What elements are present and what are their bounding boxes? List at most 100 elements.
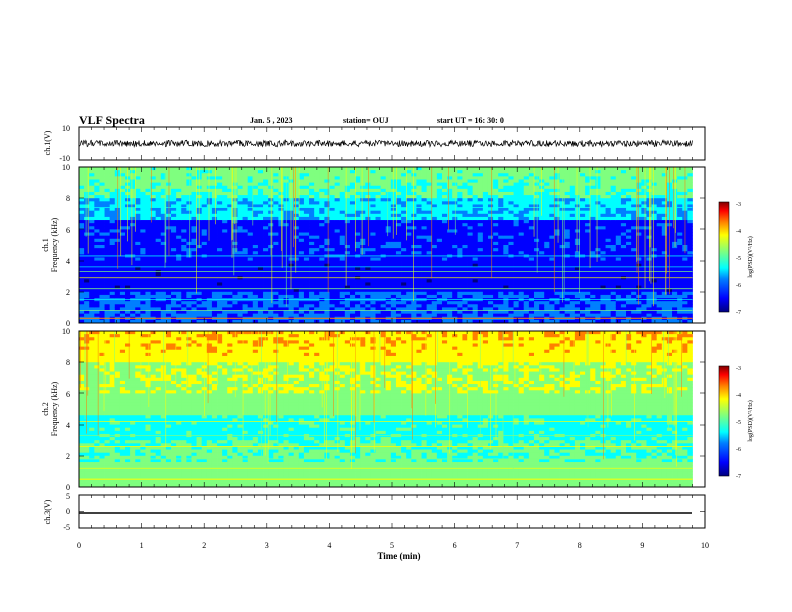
spectrogram-cell xyxy=(426,220,433,224)
spectrogram-cell xyxy=(472,260,479,265)
spectrogram-cell xyxy=(360,188,366,193)
spectrogram-cell xyxy=(431,291,438,296)
spectrogram-cell xyxy=(554,201,560,205)
spectrogram-cell xyxy=(462,241,468,246)
spectrogram-cell xyxy=(457,191,463,196)
spectrogram-cell xyxy=(467,216,474,221)
spectrogram-cell xyxy=(574,182,581,187)
spectrogram-cell xyxy=(227,238,233,243)
spectrogram-cell xyxy=(508,195,514,199)
spectrogram-cell xyxy=(498,216,504,221)
spectrogram-cell xyxy=(125,310,131,315)
spectrogram-cell xyxy=(334,248,341,252)
spectrogram-cell xyxy=(329,216,336,221)
spectrogram-cell xyxy=(324,201,330,205)
spectrogram-cell xyxy=(462,238,468,243)
spectrogram-cell xyxy=(360,294,366,299)
spectrogram-cell xyxy=(298,173,305,177)
spectrogram-cell xyxy=(324,257,330,261)
spectrogram-cell xyxy=(472,285,479,290)
spectrogram-cell xyxy=(355,248,361,252)
spectrogram-cell xyxy=(89,319,95,324)
spectrogram-cell xyxy=(217,223,223,227)
spectrogram-cell xyxy=(232,245,238,249)
spectrogram-cell xyxy=(191,229,197,233)
spectrogram-cell xyxy=(109,238,116,243)
spectrogram-cell xyxy=(406,251,412,255)
spectrogram-cell xyxy=(99,310,105,315)
spectrogram-cell xyxy=(119,232,126,237)
spectrogram-cell xyxy=(222,294,228,299)
spectrogram-cell xyxy=(554,291,560,296)
spectrogram-cell xyxy=(135,176,141,180)
spectrogram-cell xyxy=(329,273,336,277)
spectrogram-cell xyxy=(79,301,85,305)
spectrogram-cell xyxy=(344,304,351,308)
spectrogram-cell xyxy=(140,251,146,255)
spectrogram-cell xyxy=(477,210,484,215)
spectrogram-cell xyxy=(472,251,479,255)
spectrogram-cell xyxy=(380,288,387,293)
spectrogram-cell xyxy=(457,245,463,249)
spectrogram-cell xyxy=(411,191,417,196)
spectrogram-cell xyxy=(370,188,376,193)
spectrogram-cell xyxy=(104,201,111,205)
start-time-label: start UT = 16: 30: 0 xyxy=(437,116,504,125)
spectrogram-cell xyxy=(447,294,453,299)
spectrogram-cell xyxy=(472,319,479,324)
spectrogram-cell xyxy=(344,207,351,212)
spectrogram-cell xyxy=(447,195,453,199)
spectrogram-cell xyxy=(375,176,382,180)
spectrogram-cell xyxy=(380,191,387,196)
spectrogram-cell xyxy=(160,226,167,230)
spectrogram-cell xyxy=(513,266,520,271)
spectrogram-cell xyxy=(242,191,249,196)
spectrogram-cell xyxy=(145,191,151,196)
spectrogram-cell xyxy=(145,229,151,233)
spectrogram-cell xyxy=(416,251,422,255)
spectrogram-cell xyxy=(242,226,249,230)
spectrogram-cell xyxy=(89,313,95,318)
spectrogram-cell xyxy=(467,182,474,187)
spectrogram-cell xyxy=(380,179,387,183)
spectrogram-cell xyxy=(390,248,397,252)
spectrogram-cell xyxy=(385,182,392,187)
spectrogram-cell xyxy=(411,216,417,221)
spectrogram-cell xyxy=(186,223,192,227)
spectrogram-cell xyxy=(263,310,269,315)
spectrogram-cell xyxy=(84,304,90,308)
spectrogram-cell xyxy=(145,220,151,224)
spectrogram-cell xyxy=(462,191,468,196)
spectrogram-cell xyxy=(94,238,100,243)
spectrogram-cell xyxy=(467,198,474,202)
spectrogram-cell xyxy=(186,198,192,202)
spectrogram-cell xyxy=(467,204,474,208)
spectrogram-cell xyxy=(462,229,468,233)
spectrogram-cell xyxy=(390,201,397,205)
spectrogram-cell xyxy=(309,232,315,237)
spectrogram-cell xyxy=(94,263,100,268)
spectrogram-cell xyxy=(109,173,116,177)
spectrogram-cell xyxy=(94,167,100,171)
spectrogram-cell xyxy=(564,285,571,290)
spectrogram-cell xyxy=(104,251,111,255)
spectrogram-cell xyxy=(406,319,412,324)
spectrogram-cell xyxy=(344,279,351,283)
spectrogram-cell xyxy=(406,185,412,190)
spectrogram-cell xyxy=(467,319,474,324)
spectrogram-cell xyxy=(309,248,315,252)
spectrogram-cell xyxy=(513,229,520,233)
spectrogram-cell xyxy=(278,291,284,296)
spectrogram-cell xyxy=(268,313,274,318)
spectrogram-cell xyxy=(201,220,208,224)
spectrogram-cell xyxy=(365,170,371,174)
spectrogram-cell xyxy=(196,288,203,293)
spectrogram-cell xyxy=(523,263,530,268)
spectrogram-cell xyxy=(503,207,509,212)
spectrogram-cell xyxy=(186,229,192,233)
spectrogram-cell xyxy=(263,251,269,255)
spectrogram-cell xyxy=(426,248,433,252)
spectrogram-cell xyxy=(498,207,504,212)
spectrogram-cell xyxy=(237,245,243,249)
spectrogram-cell xyxy=(441,179,448,183)
